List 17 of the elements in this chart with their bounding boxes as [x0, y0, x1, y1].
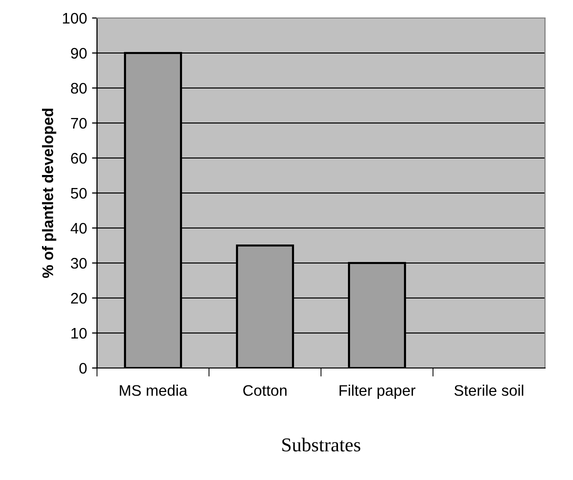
x-axis-title: Substrates	[282, 438, 360, 452]
y-tick-label: 60	[71, 152, 87, 164]
y-axis-title: % of plantlet developed	[42, 108, 56, 278]
y-tick-label: 20	[71, 292, 87, 304]
y-tick-label: 70	[71, 118, 87, 129]
y-tick-label: 10	[71, 328, 87, 339]
x-tick-label: Sterile soil	[454, 384, 524, 396]
x-tick-label: Cotton	[243, 385, 287, 396]
y-tick-label: 50	[70, 188, 87, 199]
y-tick-label: 100	[62, 12, 87, 24]
y-tick-label: 0	[79, 362, 87, 374]
y-tick-label: 30	[70, 258, 87, 269]
y-tick-label: 90	[71, 48, 87, 59]
y-tick-label: 40	[70, 222, 87, 234]
x-tick-label: MS media	[120, 384, 188, 396]
y-tick-label: 80	[70, 82, 87, 94]
x-tick-label: Filter paper	[340, 384, 416, 399]
